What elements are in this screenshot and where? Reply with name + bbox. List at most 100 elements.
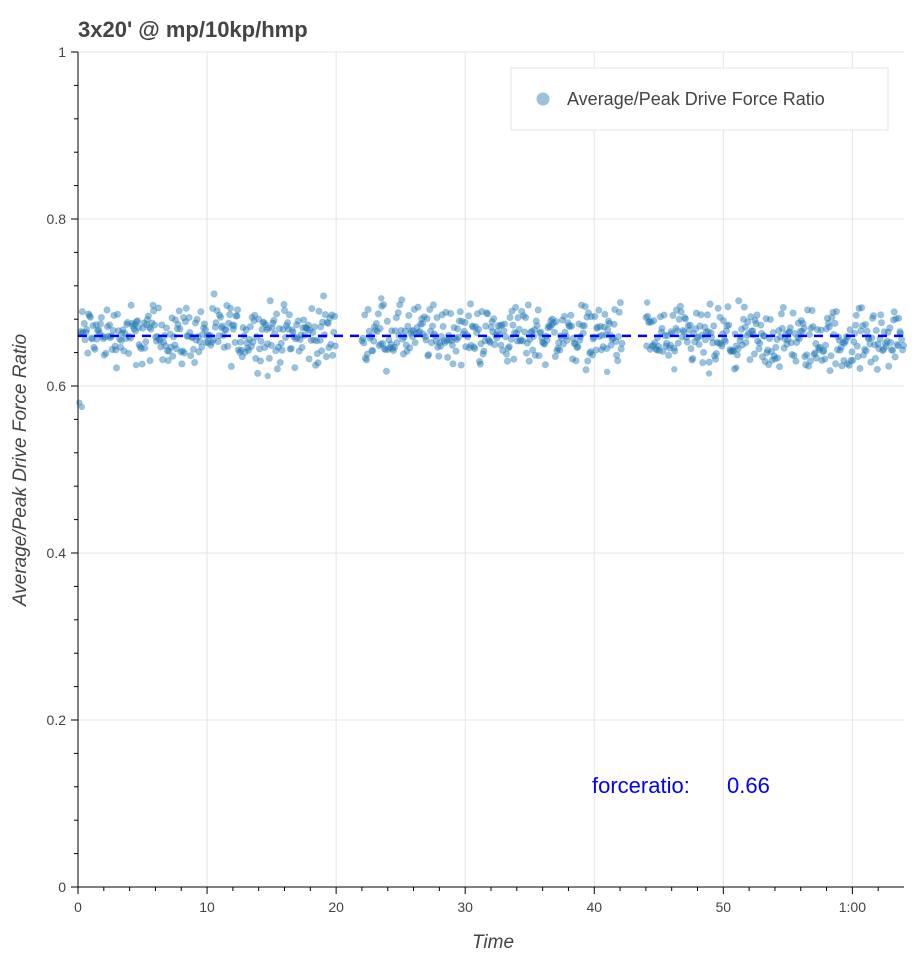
data-point <box>648 342 657 350</box>
data-point <box>503 357 512 365</box>
data-point <box>508 307 516 315</box>
data-point <box>655 342 663 351</box>
data-point <box>734 345 742 353</box>
data-point <box>597 346 606 354</box>
data-point <box>850 338 858 346</box>
data-point <box>139 324 147 332</box>
data-point <box>265 354 274 363</box>
data-point <box>717 339 725 348</box>
data-point <box>196 337 204 346</box>
data-point <box>493 327 501 335</box>
data-point <box>697 310 705 319</box>
data-point <box>267 341 276 350</box>
data-point <box>827 352 835 360</box>
data-point <box>81 335 89 344</box>
data-point <box>189 345 198 354</box>
data-point <box>195 348 203 356</box>
series-points <box>76 290 908 411</box>
data-point <box>409 326 418 335</box>
data-point <box>684 321 692 330</box>
data-point <box>710 322 718 330</box>
data-point <box>857 327 865 335</box>
data-point <box>643 342 651 350</box>
data-point <box>279 325 287 334</box>
data-point <box>885 362 893 370</box>
chart-title: 3x20' @ mp/10kp/hmp <box>78 17 308 42</box>
data-point <box>829 308 837 317</box>
data-point <box>565 321 573 330</box>
data-point <box>692 325 700 333</box>
data-point <box>771 355 779 363</box>
data-point <box>712 349 721 358</box>
data-point <box>368 346 376 355</box>
data-point <box>514 313 522 322</box>
data-point <box>227 362 236 371</box>
data-point <box>258 325 266 334</box>
data-point <box>100 351 108 359</box>
data-point <box>117 336 126 345</box>
data-point <box>891 353 899 361</box>
data-point <box>612 351 621 359</box>
data-point <box>588 351 597 359</box>
data-point <box>882 342 890 351</box>
data-point <box>387 340 395 349</box>
data-point <box>558 316 567 324</box>
data-point <box>466 300 475 308</box>
data-point <box>417 315 426 323</box>
data-point <box>301 323 310 332</box>
y-tick-label: 0.6 <box>47 378 67 394</box>
data-point <box>612 337 620 346</box>
data-point <box>694 333 703 341</box>
data-point <box>600 323 608 331</box>
data-point <box>365 327 373 335</box>
data-point <box>439 322 447 331</box>
data-point <box>386 344 394 352</box>
data-point <box>96 320 105 328</box>
data-point <box>550 328 559 336</box>
data-point <box>573 343 581 352</box>
data-point <box>254 315 263 323</box>
data-point <box>871 354 880 363</box>
data-point <box>726 345 734 354</box>
data-point <box>583 313 591 321</box>
data-point <box>534 306 542 314</box>
data-point <box>221 325 229 334</box>
data-point <box>863 327 871 335</box>
data-point <box>429 301 438 309</box>
data-point <box>399 350 408 358</box>
x-tick-label: 0 <box>74 899 82 915</box>
data-point <box>660 311 668 319</box>
data-point <box>716 313 724 321</box>
data-point <box>146 356 154 365</box>
data-point <box>162 324 171 332</box>
data-point <box>453 335 461 344</box>
data-point <box>775 362 784 371</box>
data-point <box>672 324 680 332</box>
data-point <box>375 341 383 350</box>
data-point <box>831 319 839 328</box>
data-point <box>683 338 691 346</box>
data-point <box>283 318 292 327</box>
data-point <box>103 306 111 314</box>
data-point <box>586 349 594 357</box>
data-point <box>824 319 833 327</box>
data-point <box>486 338 494 347</box>
data-point <box>403 347 411 355</box>
data-point <box>311 361 320 369</box>
data-point <box>884 328 892 336</box>
data-point <box>797 316 805 325</box>
data-point <box>198 343 206 351</box>
data-point <box>326 314 334 322</box>
data-point <box>570 339 578 348</box>
data-point <box>544 324 552 332</box>
data-point <box>132 361 140 369</box>
data-point <box>533 322 541 330</box>
data-point <box>822 325 831 333</box>
data-point <box>313 349 321 358</box>
data-point <box>272 310 281 318</box>
data-point <box>118 329 126 337</box>
data-point <box>145 323 154 332</box>
data-point <box>467 341 475 349</box>
data-point <box>548 315 557 323</box>
